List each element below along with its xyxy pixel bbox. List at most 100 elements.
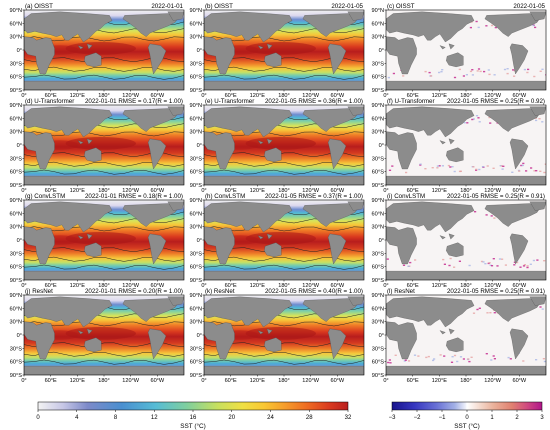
- anomaly-speck: [453, 76, 457, 79]
- anomaly-speck: [535, 119, 538, 122]
- anomaly-speck: [475, 169, 478, 171]
- panel-title-right: 2022-01-05 RMSE = 0.25(R = 0.91): [447, 288, 545, 295]
- isotherm-contour: [24, 351, 184, 357]
- lat-tick-label: 60°N: [10, 306, 23, 312]
- anomaly-speck: [534, 26, 537, 29]
- lon-tick-label: 120°W: [122, 283, 140, 289]
- anomaly-speck: [433, 358, 436, 360]
- colorbar-tick-label: 2: [515, 415, 519, 421]
- anomaly-speck: [486, 312, 489, 314]
- warm-pool: [245, 232, 316, 245]
- lat-tick-label: 30°S: [372, 251, 384, 257]
- panel-title-right: 2022-01-01 RMSE = 0.17(R = 1.00): [85, 98, 183, 105]
- panel-title-right: 2022-01-05: [513, 3, 545, 10]
- anomaly-speck: [523, 264, 526, 266]
- anomaly-speck: [458, 68, 461, 71]
- lon-tick-label: 120°W: [484, 93, 502, 99]
- colorbar-tick-label: 28: [306, 415, 313, 421]
- lon-tick-label: 60°E: [45, 188, 57, 194]
- colorbar-sst-label: SST (°C): [180, 422, 206, 430]
- lon-tick-label: 0°: [21, 188, 26, 194]
- anomaly-speck: [490, 215, 493, 217]
- anomaly-speck: [402, 75, 405, 77]
- anomaly-speck: [466, 122, 469, 124]
- panel-title-left: (f) U-Transformer: [387, 98, 435, 105]
- lat-tick-label: 30°S: [372, 346, 384, 352]
- anomaly-speck: [544, 163, 546, 165]
- lat-tick-label: 30°N: [372, 35, 385, 41]
- anomaly-speck: [475, 20, 478, 23]
- anomaly-speck: [506, 72, 509, 75]
- anomaly-speck: [458, 260, 461, 262]
- anomaly-speck: [520, 164, 523, 167]
- panel-title-left: (h) ConvLSTM: [205, 193, 245, 200]
- lon-tick-label: 120°E: [432, 188, 448, 194]
- anomaly-speck: [543, 360, 546, 363]
- lat-tick-label: 30°S: [190, 251, 202, 257]
- anomaly-speck: [439, 354, 442, 356]
- lon-tick-label: 60°E: [407, 283, 419, 289]
- lon-tick-label: 120°W: [302, 188, 320, 194]
- anomaly-speck: [453, 170, 456, 173]
- anomaly-speck: [451, 166, 454, 168]
- isotherm-contour: [204, 161, 364, 167]
- lat-tick-label: 60°N: [190, 116, 203, 122]
- anomaly-speck: [523, 68, 526, 71]
- lat-tick-label: 90°N: [10, 8, 23, 14]
- map-panel-a: (a) OISST 2022-01-01 90°N 60°N 30°N 0° 30°S 60°…: [10, 3, 185, 99]
- anomaly-speck: [468, 264, 471, 267]
- lat-tick-label: 90°S: [10, 278, 22, 284]
- anomaly-speck: [447, 164, 450, 167]
- lat-tick-label: 60°S: [372, 360, 384, 366]
- anomaly-speck: [417, 355, 420, 357]
- colorbar-tick-label: 1: [490, 415, 494, 421]
- lon-tick-label: 120°E: [70, 93, 86, 99]
- isotherm-contour: [204, 256, 364, 262]
- lon-tick-label: 0°: [21, 93, 26, 99]
- anomaly-speck: [392, 72, 395, 75]
- anomaly-speck: [539, 306, 542, 308]
- anomaly-speck: [504, 264, 507, 266]
- anomaly-speck: [472, 312, 476, 314]
- anomaly-speck: [431, 167, 434, 169]
- anomaly-speck: [489, 312, 492, 314]
- anomaly-speck: [476, 308, 479, 311]
- isotherm-contour: [24, 74, 184, 80]
- anomaly-speck: [451, 356, 454, 358]
- colorbar-difference: −3 −2 −1 0 1 2 3 SST (°C): [389, 401, 544, 430]
- anomaly-speck: [443, 355, 446, 357]
- anomaly-speck: [440, 71, 443, 73]
- colorbar-tick-label: −1: [439, 415, 447, 421]
- anomaly-speck: [456, 360, 459, 363]
- lon-tick-label: 60°E: [225, 188, 237, 194]
- lon-tick-label: 60°E: [225, 93, 237, 99]
- panel-title-left: (e) U-Transformer: [205, 98, 254, 105]
- anomaly-speck: [424, 168, 427, 170]
- anomaly-speck: [483, 70, 486, 73]
- lon-tick-label: 180°: [460, 188, 472, 194]
- anomaly-speck: [543, 260, 546, 262]
- lon-tick-label: 60°E: [45, 283, 57, 289]
- lat-tick-label: 90°N: [372, 198, 385, 204]
- anomaly-speck: [490, 359, 493, 361]
- anomaly-speck: [509, 358, 512, 360]
- map-panel-e: (e) U-Transformer 2022-01-05 RMSE = 0.36(…: [190, 98, 365, 194]
- lon-tick-label: 180°: [460, 378, 472, 384]
- anomaly-speck: [478, 168, 481, 171]
- lat-tick-label: 60°S: [10, 170, 22, 176]
- map-panel-b: (b) OISST 2022-01-05 90°N 60°N 30°N 0° 30°S 60°…: [190, 3, 365, 99]
- panel-title-left: (a) OISST: [25, 3, 53, 10]
- colorbar-difference-bar: [391, 401, 543, 411]
- anomaly-speck: [519, 266, 522, 268]
- lon-tick-label: 60°W: [330, 93, 344, 99]
- lat-tick-label: 0°: [379, 238, 384, 244]
- lat-tick-label: 60°N: [190, 21, 203, 27]
- warm-pool: [245, 137, 316, 150]
- isotherm-contour: [204, 359, 364, 365]
- lat-tick-label: 60°S: [10, 265, 22, 271]
- lon-tick-label: 180°: [98, 93, 110, 99]
- anomaly-speck: [469, 70, 473, 73]
- lat-tick-label: 90°S: [190, 373, 202, 379]
- anomaly-speck: [522, 265, 526, 267]
- lon-tick-label: 180°: [278, 188, 290, 194]
